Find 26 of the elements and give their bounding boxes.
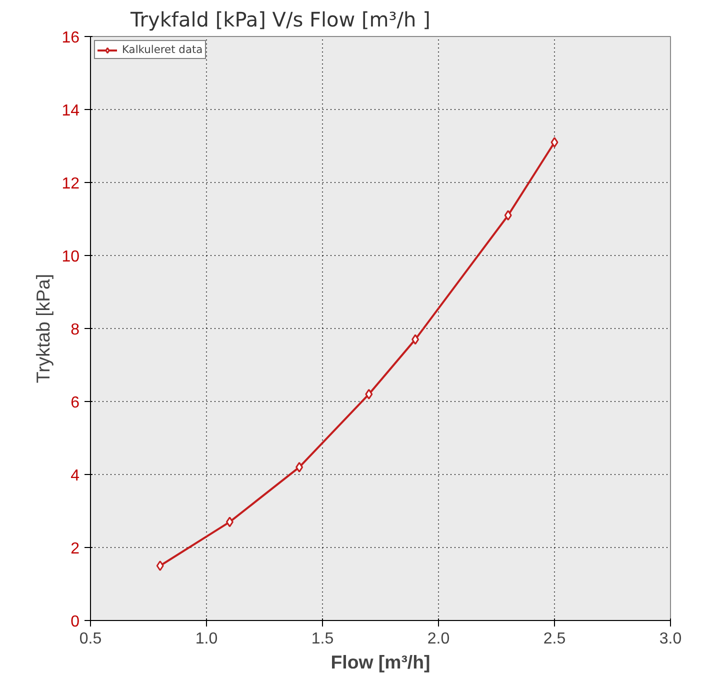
y-tick-label: 4 [70, 468, 80, 484]
x-tick-label: 2.5 [543, 630, 566, 648]
point [550, 137, 558, 148]
x-axis-title: Flow [m³/h] [330, 652, 430, 672]
legend-label: Kalkuleret data [122, 43, 203, 56]
x-tick-label: 3.0 [659, 630, 682, 648]
x-tick-label: 1.5 [311, 630, 334, 648]
x-tick-label: 0.5 [79, 630, 102, 648]
x-tick-label: 1.0 [195, 630, 218, 648]
y-tick-label: 12 [62, 176, 80, 192]
y-tick-label: 0 [70, 614, 80, 630]
y-tick-label: 2 [70, 540, 80, 558]
chart-title: Trykfald [kPa] V/s Flow [m³/h ] [130, 8, 430, 32]
point [296, 462, 304, 472]
point [504, 210, 512, 221]
y-axis-title: Tryktab [kPa] [32, 274, 54, 384]
y-tick-label: 8 [70, 322, 80, 338]
y-tick-label: 6 [70, 394, 80, 412]
y-tick-label: 16 [62, 30, 80, 46]
point [365, 388, 373, 400]
x-tick-label: 2.0 [427, 630, 450, 648]
y-tick-label: 10 [62, 248, 80, 266]
y-tick-label: 14 [62, 102, 80, 120]
point [156, 560, 164, 571]
point [412, 334, 420, 345]
point [226, 516, 234, 528]
